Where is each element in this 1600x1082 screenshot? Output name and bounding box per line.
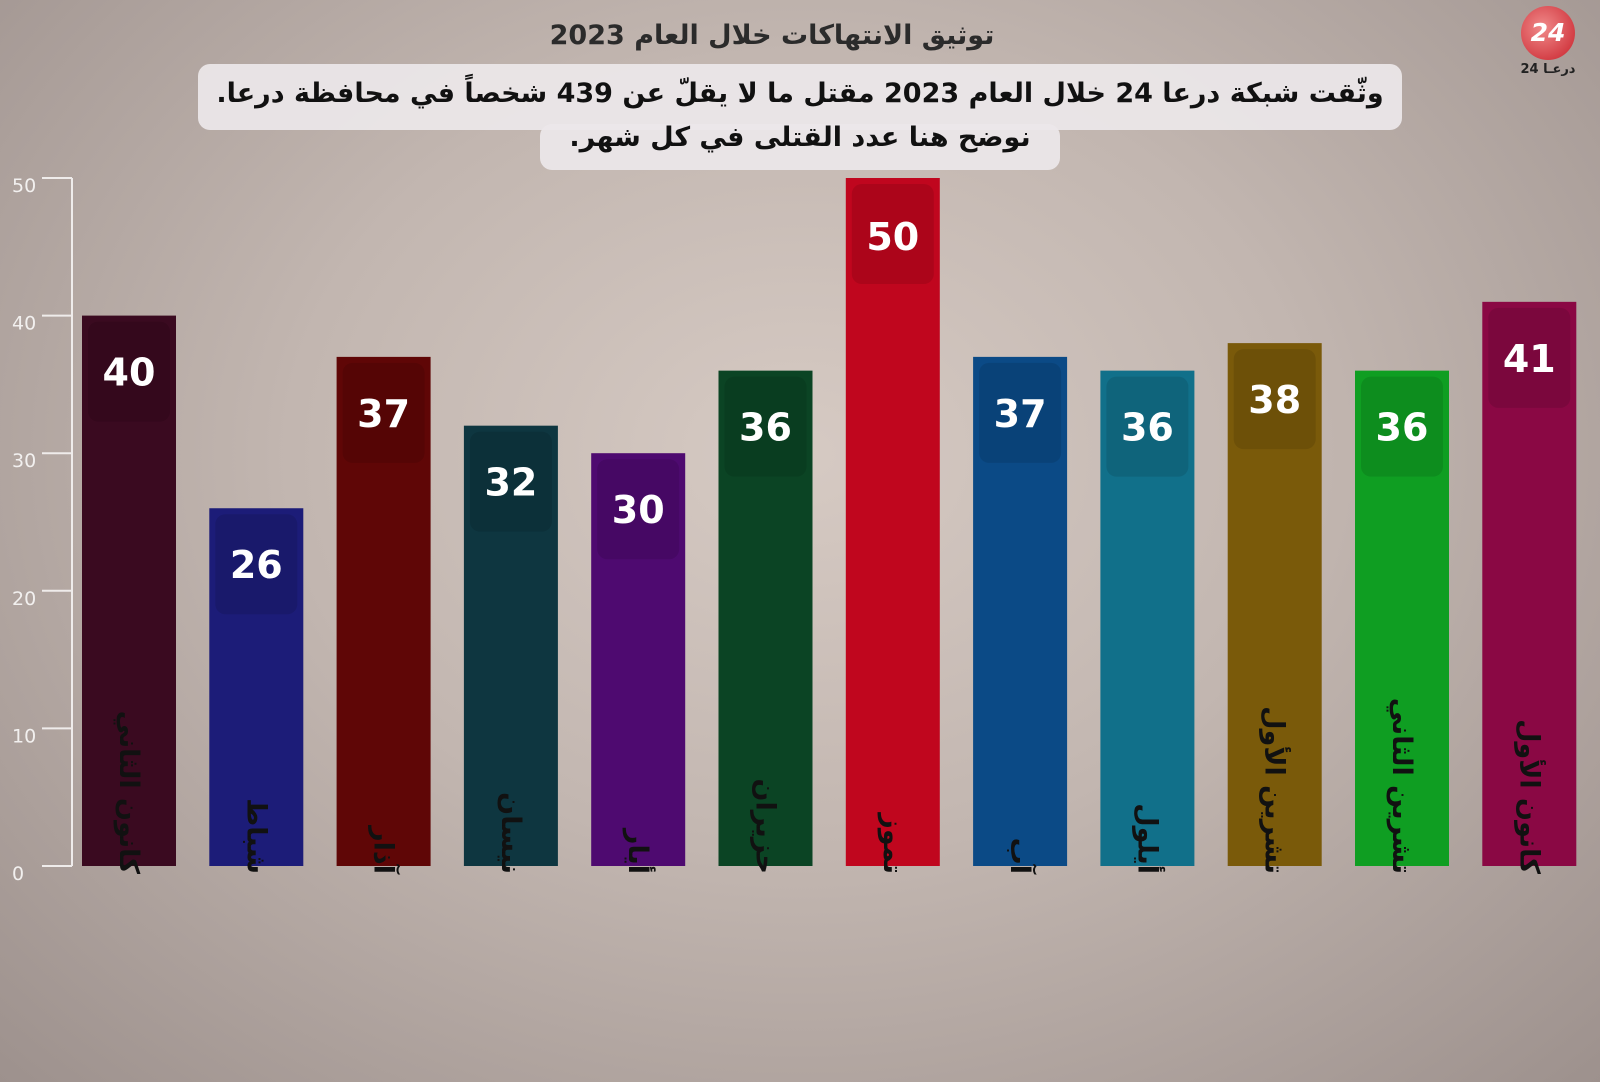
y-tick-label: 0 <box>12 863 24 885</box>
x-category-label: أيلول <box>1131 803 1165 874</box>
bar <box>718 370 813 866</box>
bar-label-backdrop <box>1106 376 1189 477</box>
bar <box>209 508 304 866</box>
bar-label-backdrop <box>979 362 1062 463</box>
brand-logo: 24 درعـا 24 <box>1516 6 1580 86</box>
subtitle-panel-second <box>540 124 1060 170</box>
bar <box>463 425 558 866</box>
bar-value-label: 50 <box>866 215 919 259</box>
bar-label-backdrop <box>851 184 934 284</box>
bar-label-backdrop <box>469 431 552 532</box>
chart-title: توثيق الانتهاكات خلال العام 2023 <box>549 20 995 51</box>
x-category-label: كانون الثاني <box>113 711 144 875</box>
subtitle-panel <box>198 64 1402 130</box>
bar <box>973 356 1068 866</box>
bar <box>845 178 940 866</box>
bar-label-backdrop <box>724 376 807 477</box>
x-category-label: آب <box>1004 838 1037 875</box>
bar-label-backdrop <box>1233 349 1316 450</box>
bar <box>1227 343 1322 866</box>
y-tick-label: 20 <box>12 588 36 610</box>
bar-value-label: 26 <box>230 543 283 587</box>
bar-label-backdrop <box>342 362 425 463</box>
x-category-label: أيار <box>622 827 656 874</box>
x-category-label: تشرين الثاني <box>1386 698 1417 874</box>
bar-label-backdrop <box>1488 307 1571 408</box>
x-category-label: شباط <box>240 798 271 874</box>
bar <box>591 453 686 866</box>
bar <box>1355 370 1449 866</box>
logo-mark: 24 <box>1521 6 1575 60</box>
bar-label-backdrop <box>1361 376 1443 477</box>
bar-label-backdrop <box>597 459 680 560</box>
subtitle-line-1: وثّقت شبكة درعا 24 خلال العام 2023 مقتل … <box>216 78 1384 109</box>
bar-value-label: 32 <box>484 461 537 505</box>
x-category-label: تموز <box>877 811 908 874</box>
x-category-label: تشرين الأول <box>1259 706 1292 874</box>
bar <box>1482 301 1577 867</box>
x-category-label: نيسان <box>495 792 526 874</box>
y-tick-label: 40 <box>12 313 36 335</box>
x-category-label: حزيران <box>750 779 781 875</box>
bar-label-backdrop <box>215 514 298 615</box>
bar-label-backdrop <box>88 321 170 422</box>
logo-text: درعـا 24 <box>1520 62 1576 77</box>
bar <box>82 315 176 867</box>
bar-value-label: 36 <box>1376 406 1429 450</box>
x-category-label: كانون الأول <box>1513 719 1546 874</box>
subtitle-line-2: نوضح هنا عدد القتلى في كل شهر. <box>569 122 1031 153</box>
x-category-label: آذار <box>368 824 401 875</box>
bar-value-label: 36 <box>739 406 792 450</box>
y-tick-label: 10 <box>12 725 36 747</box>
bar-value-label: 36 <box>1121 406 1174 450</box>
y-tick-label: 30 <box>12 450 36 472</box>
bar-value-label: 41 <box>1503 337 1556 381</box>
bar <box>1100 370 1195 866</box>
bar-value-label: 38 <box>1248 378 1301 422</box>
bar-value-label: 37 <box>994 392 1047 436</box>
bar <box>336 356 431 866</box>
y-tick-label: 50 <box>12 175 36 197</box>
bar-value-label: 40 <box>103 351 156 395</box>
bar-value-label: 37 <box>357 392 410 436</box>
bar-value-label: 30 <box>612 488 665 532</box>
